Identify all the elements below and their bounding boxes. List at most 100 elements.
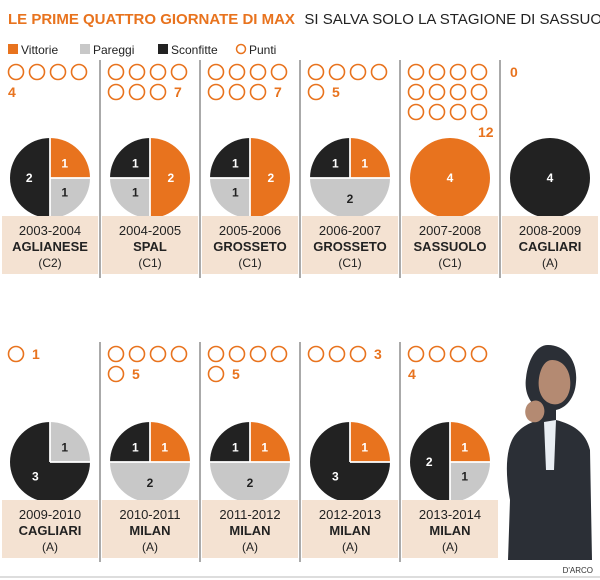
title-rest: SI SALVA SOLO LA STAGIONE DI SASSUOLO [304,11,600,28]
punti-circle [149,83,167,101]
pie-slice-sconfitte [410,422,450,502]
punti-circle [107,83,125,101]
punti-circle [407,103,425,121]
punti-circle [7,63,25,81]
season-team: MILAN [429,523,470,538]
punti-circle [207,365,225,383]
punti-value: 1 [32,346,40,362]
punti-circle [307,63,325,81]
punti-circle [170,345,188,363]
punti-circle [128,63,146,81]
pie-slice-pareggi [50,422,90,462]
pie-slice-vittorie [450,422,490,462]
punti-circle [149,345,167,363]
pie-slice-pareggi [450,462,490,502]
pie-label-pareggi: 1 [132,186,139,200]
coach-shirt [544,420,556,470]
punti-circle [428,63,446,81]
coach-hand [525,400,545,423]
season-year: 2008-2009 [519,223,581,238]
punti-circle [49,63,67,81]
season-league: (C2) [38,256,61,270]
punti-circle [470,103,488,121]
season-league: (C1) [338,256,361,270]
pie-label-pareggi: 1 [232,186,239,200]
punti-value: 7 [174,84,182,100]
pie-label-pareggi: 2 [247,476,254,490]
season-label-band [2,500,98,558]
punti-value: 12 [478,124,494,140]
punti-circle [128,345,146,363]
pie-slice-sconfitte [110,422,150,462]
pie-slice-vittorie [150,422,190,462]
season-panels: 41122003-2004AGLIANESE(C2)72112004-2005S… [2,60,598,562]
punti-circle [70,63,88,81]
punti-circle [228,345,246,363]
pie-label-pareggi: 2 [347,192,354,206]
punti-circle [449,83,467,101]
season-year: 2010-2011 [119,507,180,522]
punti-circle [107,63,125,81]
pie-label-vittorie: 4 [447,171,454,185]
punti-value: 0 [510,64,518,80]
punti-circle [107,365,125,383]
season-league: (A) [442,540,458,554]
punti-circle [28,63,46,81]
punti-circle [349,345,367,363]
punti-circle [128,83,146,101]
season-team: CAGLIARI [19,523,82,538]
punti-value: 7 [274,84,282,100]
season-team: GROSSETO [213,239,286,254]
season-year: 2012-2013 [319,507,381,522]
season-label-band [502,216,598,274]
season-label-band [302,216,398,274]
pie-label-vittorie: 2 [267,171,274,185]
punti-circle [7,345,25,363]
punti-circle [328,63,346,81]
pie-slice-pareggi [50,178,90,218]
pie-slice-pareggi [310,178,390,218]
punti-value: 3 [374,346,382,362]
pie-label-pareggi: 1 [61,440,68,454]
season-team: GROSSETO [313,239,386,254]
pie-label-vittorie: 2 [167,171,174,185]
pie-slice-sconfitte [210,138,250,178]
season-team: MILAN [129,523,170,538]
punti-circle [207,345,225,363]
punti-circle [449,345,467,363]
punti-circle [407,83,425,101]
pie-label-sconfitte: 2 [426,455,433,469]
title-bold: LE PRIME QUATTRO GIORNATE DI MAX [8,11,295,28]
punti-circle [249,63,267,81]
punti-circle [270,345,288,363]
pie-slice-sconfitte [510,138,590,218]
legend-label-punti: Punti [249,43,276,57]
punti-circle [449,103,467,121]
punti-value: 5 [132,366,140,382]
pie-slice-pareggi [110,462,190,502]
legend-label-pareggi: Pareggi [93,43,134,57]
punti-circle [470,63,488,81]
punti-circle [428,103,446,121]
legend: Vittorie Pareggi Sconfitte Punti [8,43,276,57]
season-league: (C1) [138,256,161,270]
punti-circle [207,83,225,101]
coach-photo: D'ARCO [506,345,593,575]
pie-label-sconfitte: 1 [132,156,139,170]
punti-circle [328,345,346,363]
punti-circle [370,63,388,81]
credit: D'ARCO [563,566,593,575]
season-year: 2005-2006 [219,223,281,238]
season-team: SASSUOLO [414,239,487,254]
pie-slice-vittorie [350,138,390,178]
season-year: 2011-2012 [219,507,280,522]
coach-face [538,360,571,405]
season-team: CAGLIARI [519,239,582,254]
punti-circle [249,83,267,101]
